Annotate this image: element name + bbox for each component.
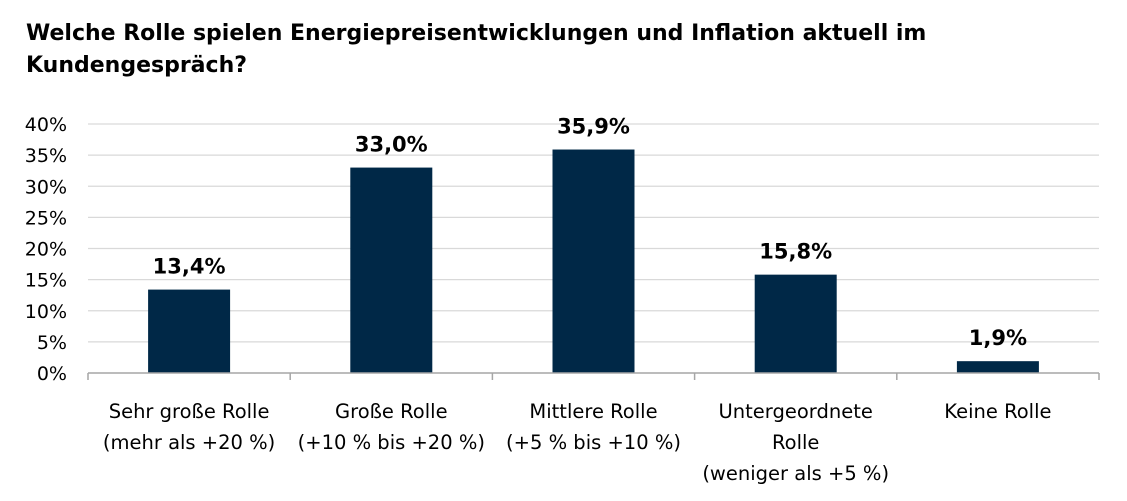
y-tick-label: 30%: [25, 176, 67, 198]
bars: [148, 149, 1039, 373]
y-tick-label: 0%: [37, 363, 67, 385]
data-label: 35,9%: [557, 115, 630, 139]
x-category-label: Mittlere Rolle (+5 % bis +10 %): [506, 400, 681, 454]
data-label: 1,9%: [969, 326, 1027, 350]
x-category-label: Untergeordnete Rolle (weniger als +5 %): [702, 400, 889, 485]
y-axis-ticks: 0% 5% 10% 15% 20% 25% 30% 35% 40%: [25, 114, 67, 385]
data-label: 15,8%: [759, 240, 832, 264]
y-tick-label: 25%: [25, 207, 67, 229]
bar: [350, 167, 433, 373]
y-tick-label: 5%: [37, 332, 67, 354]
data-label: 33,0%: [355, 133, 428, 157]
data-label: 13,4%: [153, 255, 226, 279]
y-tick-label: 35%: [25, 145, 67, 167]
y-tick-label: 20%: [25, 239, 67, 261]
bar: [754, 274, 837, 373]
data-labels: 13,4% 33,0% 35,9% 15,8% 1,9%: [153, 115, 1027, 351]
x-category-label: Sehr große Rolle (mehr als +20 %): [103, 400, 275, 454]
bar: [552, 149, 635, 373]
y-tick-label: 15%: [25, 270, 67, 292]
y-tick-label: 10%: [25, 301, 67, 323]
x-category-label: Große Rolle (+10 % bis +20 %): [298, 400, 485, 454]
chart-title: Welche Rolle spielen Energiepreisentwick…: [26, 21, 927, 78]
category-labels: Sehr große Rolle (mehr als +20 %) Große Ro…: [103, 400, 1052, 485]
x-category-label: Keine Rolle: [944, 400, 1051, 423]
bar: [956, 361, 1039, 373]
x-axis: [87, 372, 1100, 380]
bar: [148, 289, 231, 373]
y-tick-label: 40%: [25, 114, 67, 136]
